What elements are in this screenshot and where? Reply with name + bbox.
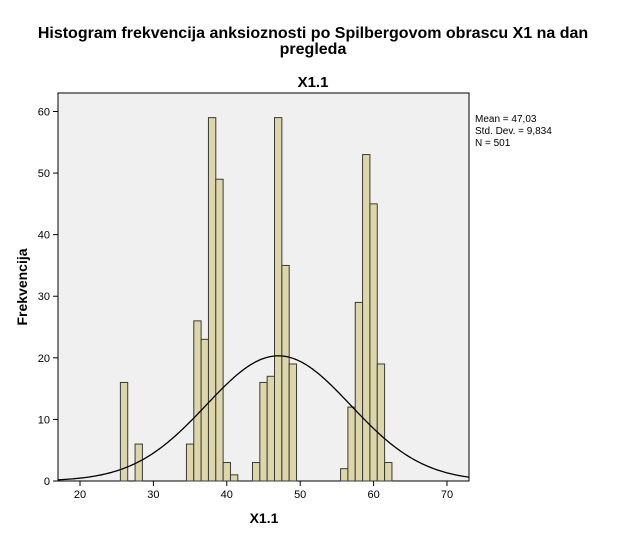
histogram-bar: [362, 154, 371, 482]
histogram-bar: [369, 203, 378, 482]
y-tick-label: 50: [38, 168, 50, 180]
y-tick-label: 20: [38, 353, 50, 365]
histogram-bar: [274, 117, 283, 482]
histogram-bar: [207, 117, 217, 482]
y-tick-label: 30: [38, 291, 50, 303]
x-tick-label: 40: [221, 489, 233, 501]
stats-legend: Mean = 47,03 Std. Dev. = 9,834 N = 501: [475, 114, 552, 149]
y-tick-label: 40: [38, 230, 50, 242]
histogram-bar: [340, 468, 349, 482]
histogram-bar: [193, 320, 202, 482]
histogram-bar: [384, 462, 393, 482]
y-tick-label: 10: [38, 414, 50, 426]
histogram-bar: [251, 462, 261, 482]
x-tick-label: 30: [147, 489, 159, 501]
histogram-bar: [134, 443, 143, 482]
histogram-bar: [119, 381, 129, 482]
stats-mean: Mean = 47,03: [475, 114, 537, 125]
chart-subtitle: X1.1: [298, 74, 329, 91]
histogram-bar: [347, 406, 356, 482]
stats-n: N = 501: [475, 138, 511, 149]
y-axis-title: Frekvencija: [14, 248, 30, 325]
histogram-bar: [266, 375, 276, 482]
histogram-bar: [288, 363, 298, 482]
chart-title-line-2: pregleda: [280, 41, 347, 58]
histogram-bar: [354, 301, 364, 482]
histogram-bar: [281, 264, 290, 482]
histogram-bar: [229, 474, 239, 482]
x-tick-label: 20: [74, 489, 86, 501]
histogram-bar: [215, 178, 224, 482]
normal-curve: [57, 355, 470, 481]
stats-std-dev: Std. Dev. = 9,834: [475, 126, 552, 137]
histogram-bar: [222, 462, 231, 482]
x-axis-title: X1.1: [250, 510, 279, 526]
x-tick-label: 50: [294, 489, 306, 501]
y-tick-label: 0: [44, 476, 50, 488]
histogram-bar: [259, 381, 268, 482]
x-tick-label: 60: [367, 489, 379, 501]
x-tick-label: 70: [441, 489, 453, 501]
histogram-bar: [185, 443, 195, 482]
histogram-bar: [376, 363, 386, 482]
y-tick-label: 60: [38, 106, 50, 118]
chart-title-line-1: Histogram frekvencija anksioznosti po Sp…: [38, 25, 588, 42]
